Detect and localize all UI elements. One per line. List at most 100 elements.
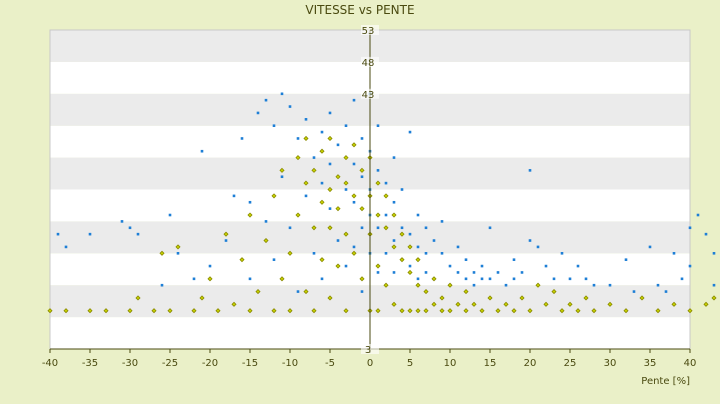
data-point [384, 181, 388, 185]
data-point [528, 169, 532, 172]
data-point [135, 295, 141, 301]
data-point [607, 301, 613, 307]
x-tick-label: -20 [202, 358, 218, 369]
data-point [352, 162, 356, 166]
data-point [712, 283, 716, 287]
data-point [479, 308, 485, 314]
data-point [680, 277, 684, 281]
data-point [672, 252, 676, 255]
chart-title: VITESSE vs PENTE [305, 3, 414, 17]
x-axis-label: Pente [%] [641, 376, 690, 387]
data-point [655, 308, 661, 314]
y-tick-label-bg [361, 25, 379, 35]
data-point [440, 252, 444, 255]
data-point [319, 257, 325, 263]
data-point [528, 239, 532, 242]
data-point [415, 308, 421, 314]
y-axis-ticks: 3 43 48 53 [361, 25, 379, 356]
data-point [287, 250, 293, 256]
data-point [423, 308, 429, 314]
data-point [327, 225, 333, 231]
data-point [416, 277, 420, 281]
data-point [103, 308, 109, 314]
data-point [512, 258, 516, 261]
data-point [263, 237, 269, 244]
data-point [304, 194, 308, 198]
data-point [400, 188, 404, 191]
x-tick-label: -10 [282, 358, 298, 369]
data-point [360, 175, 364, 179]
data-point [255, 289, 261, 295]
data-point [624, 258, 628, 261]
x-tick-label: 5 [407, 358, 413, 369]
data-point [360, 137, 364, 140]
data-point [240, 137, 244, 140]
data-point [480, 277, 484, 281]
data-point [359, 167, 365, 173]
data-point [696, 213, 700, 217]
data-point [264, 98, 268, 102]
data-point [319, 148, 325, 154]
data-point [344, 124, 348, 127]
data-point [351, 142, 357, 148]
data-point [288, 105, 292, 108]
data-point [408, 264, 412, 268]
data-point [504, 283, 508, 287]
data-point [575, 308, 581, 314]
data-point [288, 226, 292, 230]
x-tick-label: 15 [484, 358, 497, 369]
data-point [328, 207, 332, 210]
data-point [352, 98, 356, 102]
data-point [632, 290, 636, 293]
data-point [463, 308, 469, 314]
data-point [608, 283, 612, 287]
data-point [327, 135, 333, 142]
x-tick-label: 10 [444, 358, 457, 369]
data-point [159, 250, 165, 256]
data-point [167, 308, 173, 314]
data-point [311, 167, 317, 173]
data-point [591, 308, 597, 314]
data-point [656, 283, 660, 287]
data-point [648, 245, 652, 249]
data-point [584, 277, 588, 281]
data-point [392, 200, 396, 204]
data-point [407, 308, 413, 314]
data-point [56, 232, 60, 236]
data-point [343, 180, 349, 186]
data-point [431, 276, 437, 282]
data-point [280, 92, 284, 96]
data-point [335, 206, 341, 212]
data-point [519, 295, 525, 301]
x-tick-label: -40 [42, 358, 58, 369]
data-point [352, 200, 356, 204]
data-point [416, 245, 420, 249]
data-point [128, 226, 132, 230]
data-point [295, 212, 301, 218]
x-tick-label: 0 [367, 358, 373, 369]
data-point [264, 220, 268, 223]
x-tick-label: 40 [684, 358, 697, 369]
data-point [455, 301, 461, 307]
data-point [471, 301, 477, 307]
data-point [520, 271, 524, 274]
data-point [335, 174, 341, 180]
data-point [311, 225, 317, 231]
data-point [568, 277, 572, 281]
data-point [351, 193, 357, 199]
data-point [160, 283, 164, 287]
data-point [472, 271, 476, 274]
data-point [87, 308, 93, 314]
data-point [232, 194, 236, 198]
data-point [544, 264, 548, 268]
data-point [208, 264, 212, 268]
data-point [303, 180, 309, 186]
data-point [327, 295, 333, 301]
data-point [488, 277, 492, 281]
data-point [375, 308, 381, 314]
data-point [560, 252, 564, 255]
data-point [176, 252, 180, 255]
data-point [271, 308, 277, 314]
data-point [687, 308, 693, 314]
